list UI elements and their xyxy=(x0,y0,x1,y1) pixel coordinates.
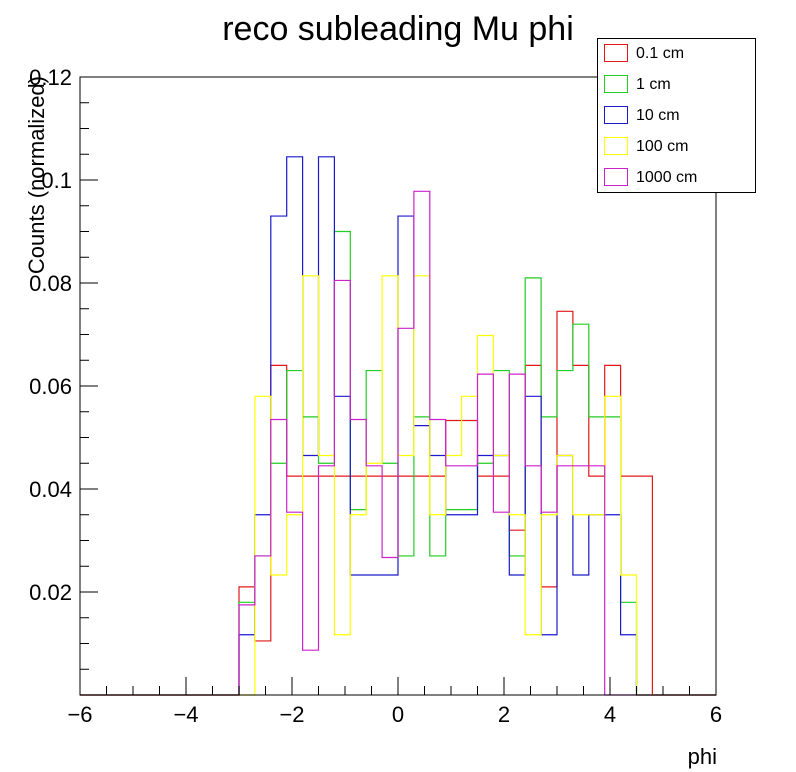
legend-item: 100 cm xyxy=(598,132,755,163)
chart-title: reco subleading Mu phi xyxy=(222,10,574,48)
legend-swatch xyxy=(604,168,628,186)
legend-item: 1000 cm xyxy=(598,163,755,194)
x-tick-label: −4 xyxy=(173,702,198,727)
plot-area: −6 −4 −2 0 2 4 6 0.02 0.04 0.06 0.08 0.1 0.12 xyxy=(29,65,722,727)
y-tick-label: 0.08 xyxy=(29,271,72,296)
y-axis-label: Counts (normalized) xyxy=(24,76,49,274)
legend-item: 10 cm xyxy=(598,101,755,132)
y-tick-label: 0.12 xyxy=(29,65,72,90)
legend-label: 1000 cm xyxy=(636,169,698,186)
legend-swatch xyxy=(604,44,628,62)
legend-label: 10 cm xyxy=(636,107,680,124)
x-tick-label: −6 xyxy=(67,702,92,727)
x-tick-label: 2 xyxy=(498,702,510,727)
legend: 0.1 cm 1 cm 10 cm 100 cm 1000 cm xyxy=(597,38,756,193)
y-tick-label: 0.06 xyxy=(29,374,72,399)
y-tick-label: 0.1 xyxy=(41,168,72,193)
x-tick-label: 0 xyxy=(392,702,404,727)
x-tick-label: 4 xyxy=(604,702,616,727)
legend-label: 0.1 cm xyxy=(636,45,685,62)
legend-item: 1 cm xyxy=(598,70,755,101)
legend-label: 1 cm xyxy=(636,76,671,93)
legend-swatch xyxy=(604,106,628,124)
legend-label: 100 cm xyxy=(636,138,689,155)
x-tick-label: −2 xyxy=(279,702,304,727)
series-line-4 xyxy=(80,190,716,696)
x-tick-label: 6 xyxy=(710,702,722,727)
legend-swatch xyxy=(604,137,628,155)
y-tick-label: 0.04 xyxy=(29,477,72,502)
legend-item: 0.1 cm xyxy=(598,39,755,70)
x-axis-label: phi xyxy=(688,744,717,769)
legend-swatch xyxy=(604,75,628,93)
y-tick-label: 0.02 xyxy=(29,580,72,605)
